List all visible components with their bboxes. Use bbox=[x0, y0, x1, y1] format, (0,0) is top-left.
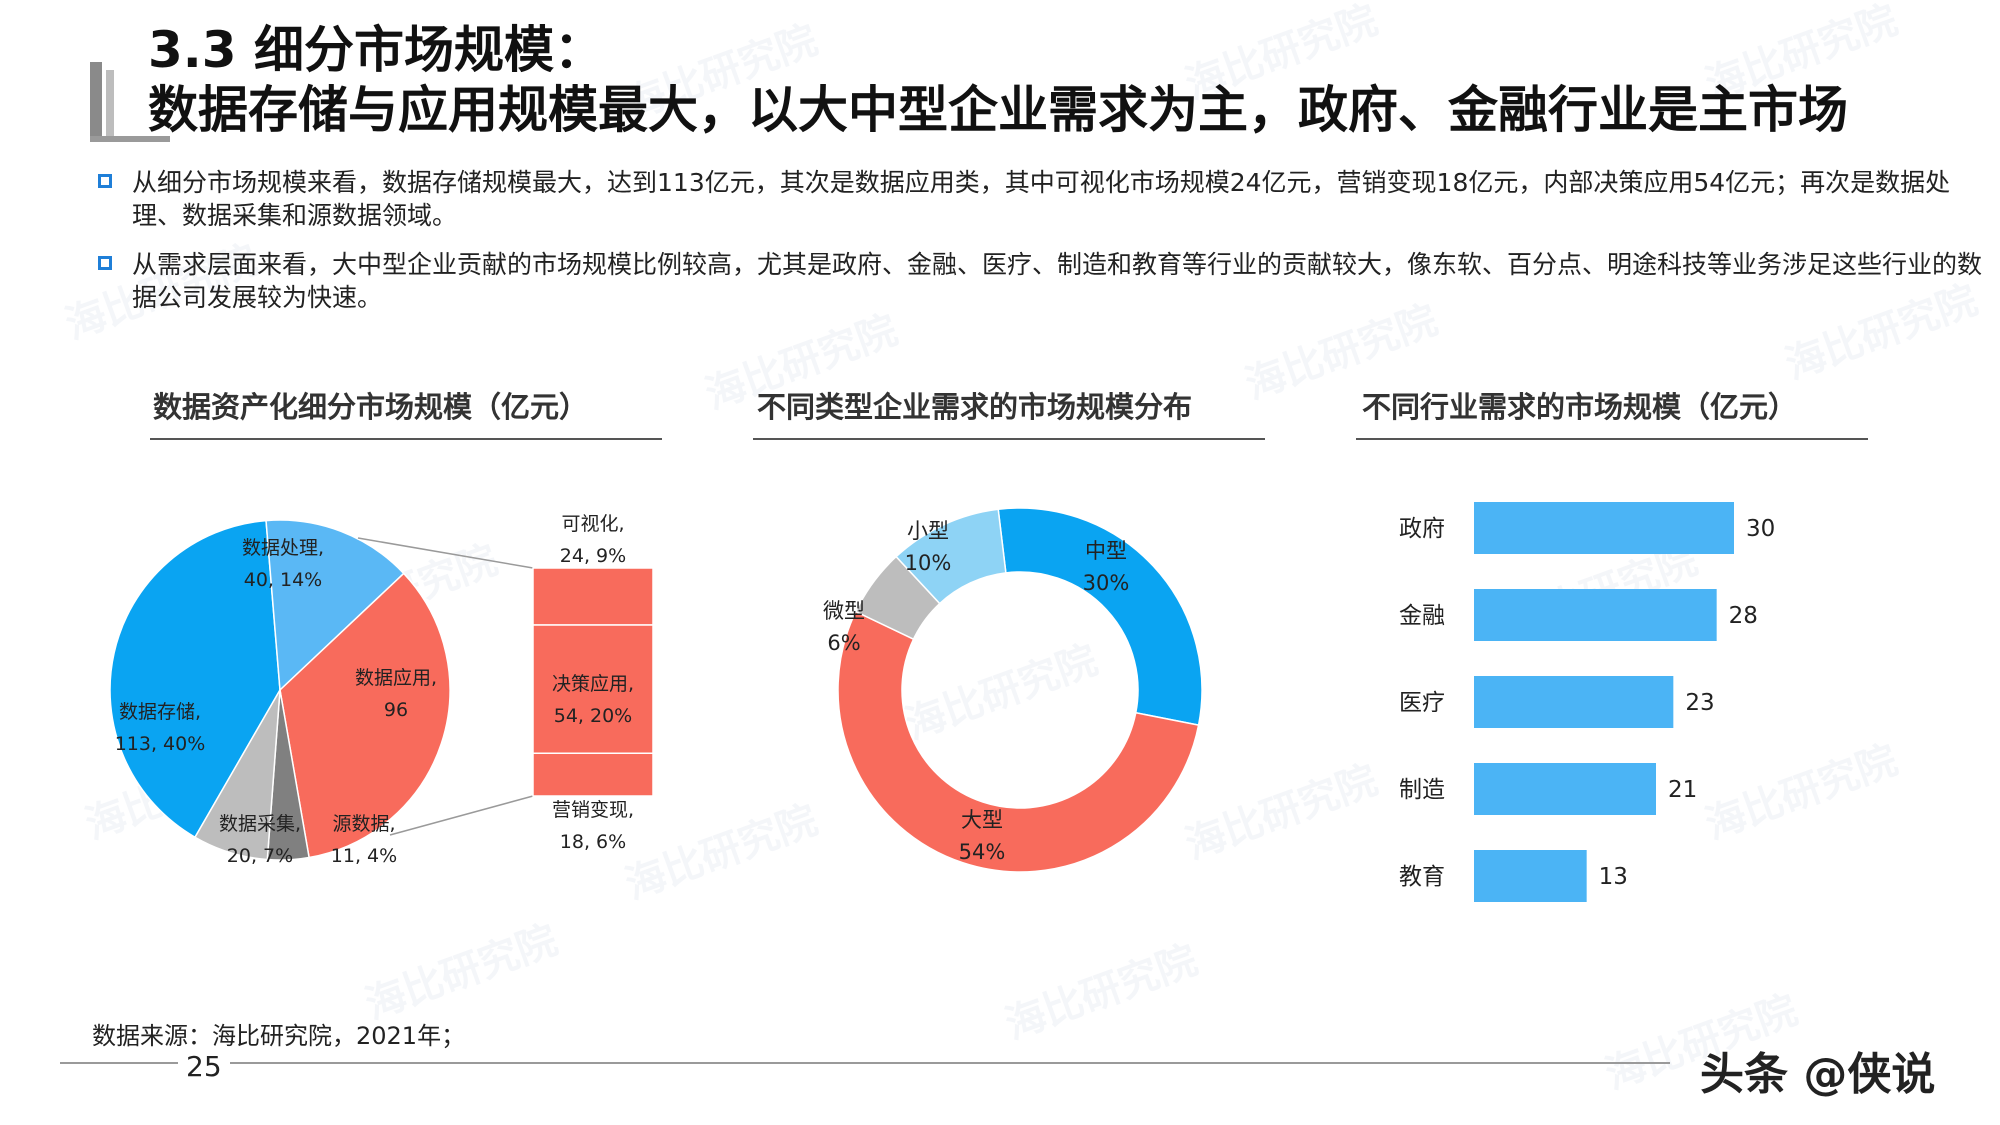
chart3-title-underline bbox=[1356, 438, 1868, 440]
donut-slice-medium bbox=[997, 507, 1203, 726]
donut-label-medium: 中型 bbox=[1085, 539, 1127, 563]
donut-slice-large bbox=[837, 610, 1200, 873]
bar-category-manufacturing: 制造 bbox=[1399, 777, 1445, 803]
pie-slice-storage bbox=[109, 519, 281, 839]
breakdown-value-decision: 54, 20% bbox=[554, 705, 633, 727]
bar-value-education: 13 bbox=[1599, 864, 1628, 890]
pie-value-application: 96 bbox=[384, 699, 408, 721]
data-source-note: 数据来源：海比研究院，2021年； bbox=[92, 1022, 466, 1050]
bar-finance bbox=[1474, 589, 1717, 641]
bar-government bbox=[1474, 502, 1734, 554]
bullet-2-text: 从需求层面来看，大中型企业贡献的市场规模比例较高，尤其是政府、金融、医疗、制造和… bbox=[132, 250, 1983, 312]
bar-category-government: 政府 bbox=[1399, 516, 1445, 542]
title-accent-underline bbox=[90, 136, 170, 142]
page-number: 25 bbox=[178, 1050, 230, 1083]
pie-slice-collection bbox=[193, 689, 281, 861]
chart3-bar: 政府 30 金融 28 医疗 23 制造 21 教育 13 bbox=[1399, 502, 1775, 902]
title-accent-bar bbox=[90, 62, 102, 142]
pie-value-collection: 20, 7% bbox=[227, 845, 293, 867]
footer-divider bbox=[60, 1062, 1670, 1064]
donut-label-micro: 微型 bbox=[823, 599, 865, 623]
bullet-square-icon bbox=[98, 174, 112, 188]
bar-education bbox=[1474, 850, 1587, 902]
bar-value-government: 30 bbox=[1746, 516, 1775, 542]
donut-value-small: 10% bbox=[905, 551, 952, 575]
pie-label-application: 数据应用, bbox=[355, 667, 437, 689]
bar-category-healthcare: 医疗 bbox=[1399, 690, 1445, 716]
pie-value-source-data: 11, 4% bbox=[331, 845, 397, 867]
breakdown-bar-marketing bbox=[532, 752, 654, 797]
pie-value-storage: 113, 40% bbox=[115, 733, 206, 755]
chart2-donut: 中型 30% 大型 54% 微型 6% 小型 10% bbox=[823, 507, 1203, 873]
donut-label-large: 大型 bbox=[961, 808, 1003, 832]
breakdown-value-visualization: 24, 9% bbox=[560, 545, 626, 567]
pie-value-processing: 40, 14% bbox=[244, 569, 323, 591]
bar-value-manufacturing: 21 bbox=[1668, 777, 1697, 803]
chart3-title: 不同行业需求的市场规模（亿元） bbox=[1362, 390, 1798, 424]
donut-slice-small bbox=[895, 508, 1007, 605]
breakdown-bar-visualization bbox=[532, 567, 654, 626]
title-accent-bar-secondary bbox=[106, 70, 114, 142]
breakdown-bar-decision bbox=[532, 624, 654, 754]
donut-value-large: 54% bbox=[959, 840, 1006, 864]
watermark-mark: 海比研究院 bbox=[999, 936, 1204, 1049]
breakdown-value-marketing: 18, 6% bbox=[560, 831, 626, 853]
donut-label-small: 小型 bbox=[907, 519, 949, 543]
bullet-1-text: 从细分市场规模来看，数据存储规模最大，达到113亿元，其次是数据应用类，其中可视… bbox=[132, 168, 1951, 230]
breakdown-label-decision: 决策应用, bbox=[552, 673, 634, 695]
chart1-title: 数据资产化细分市场规模（亿元） bbox=[153, 390, 589, 424]
chart1-pie-of-pie: 数据存储, 113, 40% 数据处理, 40, 14% 数据应用, 96 源数据, 11, … bbox=[109, 513, 654, 867]
chart2-title: 不同类型企业需求的市场规模分布 bbox=[757, 390, 1193, 424]
pie-label-storage: 数据存储, bbox=[119, 701, 201, 723]
pie-label-source-data: 源数据, bbox=[332, 813, 395, 835]
bullet-square-icon bbox=[98, 256, 112, 270]
bar-value-finance: 28 bbox=[1729, 603, 1758, 629]
pie-label-processing: 数据处理, bbox=[242, 537, 324, 559]
breakdown-label-visualization: 可视化, bbox=[561, 513, 624, 535]
pie-slice-processing bbox=[265, 519, 405, 692]
chart1-title-underline bbox=[150, 438, 662, 440]
bar-category-finance: 金融 bbox=[1399, 603, 1445, 629]
bar-healthcare bbox=[1474, 676, 1674, 728]
donut-value-micro: 6% bbox=[827, 631, 860, 655]
pie-label-collection: 数据采集, bbox=[219, 813, 301, 835]
bar-value-healthcare: 23 bbox=[1685, 690, 1714, 716]
page-title-headline: 数据存储与应用规模最大，以大中型企业需求为主，政府、金融行业是主市场 bbox=[148, 81, 1848, 139]
page-title-section: 3.3 细分市场规模： bbox=[148, 21, 604, 79]
watermark-mark: 海比研究院 bbox=[359, 916, 564, 1029]
breakdown-label-marketing: 营销变现, bbox=[552, 799, 634, 821]
chart2-title-underline bbox=[753, 438, 1265, 440]
pie-slice-application bbox=[279, 572, 451, 859]
publisher-credit: 头条 @侠说 bbox=[1700, 1049, 1936, 1100]
bar-category-education: 教育 bbox=[1399, 864, 1445, 890]
breakdown-connector-top bbox=[357, 537, 534, 569]
bar-manufacturing bbox=[1474, 763, 1656, 815]
breakdown-connector-bottom bbox=[389, 795, 534, 836]
donut-value-medium: 30% bbox=[1083, 571, 1130, 595]
